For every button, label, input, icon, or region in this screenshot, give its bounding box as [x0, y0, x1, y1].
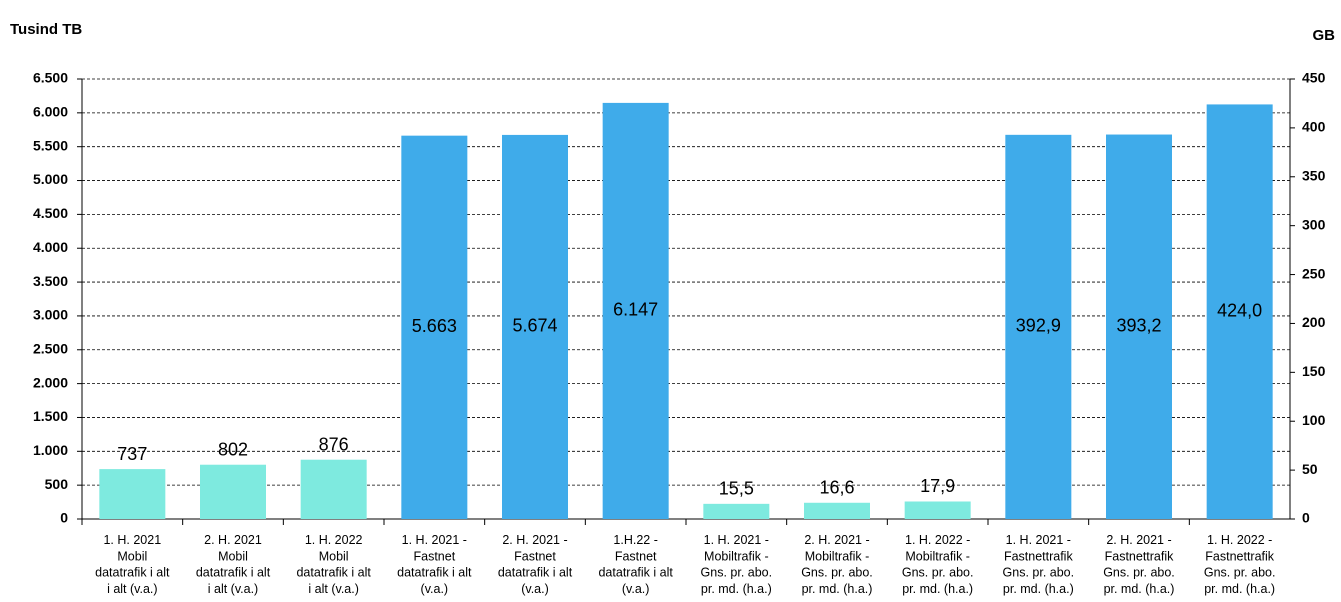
bar	[99, 469, 166, 519]
y-tick-label: 6.000	[33, 104, 68, 120]
value-label: 876	[319, 434, 349, 454]
x-tick-label: 1. H. 2022 -Mobiltrafik -Gns. pr. abo. pr…	[902, 533, 974, 596]
x-tick-label: 1. H. 2022 Mobil datatrafik i alt i alt (v.…	[296, 533, 371, 596]
value-label: 5.674	[512, 316, 557, 336]
value-label: 393,2	[1116, 316, 1161, 336]
y-tick-label: 0	[60, 510, 68, 526]
y-axis-title: Tusind TB	[10, 21, 82, 38]
y2-tick-label: 350	[1302, 167, 1326, 183]
bar	[200, 464, 266, 519]
y-tick-label: 500	[45, 476, 69, 492]
x-tick-label: 1. H. 2021 -Mobiltrafik -Gns. pr. abo. pr…	[701, 533, 773, 596]
y2-tick-label: 250	[1302, 265, 1326, 281]
bar	[1206, 104, 1273, 519]
y-tick-label: 2.000	[33, 374, 68, 390]
y-tick-label: 5.000	[33, 171, 68, 187]
x-tick-label: 1. H. 2022 -Fastnettrafik Gns. pr. abo. pr…	[1204, 533, 1276, 596]
x-tick-label: 2. H. 2021 -Fastnet datatrafik i alt (v.a.…	[498, 533, 573, 596]
value-label: 802	[218, 439, 248, 459]
bar	[904, 501, 971, 519]
bar	[703, 503, 770, 519]
x-tick-label: 2. H. 2021 Mobil datatrafik i alt i alt (v.…	[196, 533, 271, 596]
y-tick-label: 1.500	[33, 408, 68, 424]
value-label: 15,5	[719, 479, 754, 499]
y-tick-label: 3.500	[33, 273, 68, 289]
value-label: 17,9	[920, 476, 955, 496]
y2-tick-label: 200	[1302, 314, 1326, 330]
y2-tick-label: 50	[1302, 461, 1318, 477]
y2-tick-label: 150	[1302, 363, 1326, 379]
x-tick-label: 1.H.22 -Fastnet datatrafik i alt (v.a.)	[598, 533, 673, 596]
value-label: 16,6	[819, 478, 854, 498]
y-tick-label: 2.500	[33, 340, 68, 356]
y2-tick-label: 450	[1302, 70, 1326, 86]
y-tick-label: 4.000	[33, 239, 68, 255]
y-tick-label: 5.500	[33, 137, 68, 153]
y-tick-label: 6.500	[33, 70, 68, 86]
y2-tick-label: 300	[1302, 216, 1326, 232]
x-tick-label: 2. H. 2021 -Mobiltrafik -Gns. pr. abo. pr…	[801, 533, 873, 596]
y2-tick-label: 0	[1302, 510, 1310, 526]
y-tick-label: 4.500	[33, 205, 68, 221]
y-tick-label: 1.000	[33, 442, 68, 458]
y2-tick-label: 100	[1302, 412, 1326, 428]
x-tick-label: 1. H. 2021 -Fastnettrafik Gns. pr. abo. pr…	[1003, 533, 1075, 596]
value-label: 737	[117, 444, 147, 464]
value-label: 392,9	[1016, 316, 1061, 336]
bar	[1005, 134, 1072, 519]
bar	[300, 459, 367, 519]
bar	[804, 502, 870, 519]
value-label: 424,0	[1217, 300, 1262, 320]
value-label: 5.663	[412, 316, 457, 336]
y2-axis-title: GB	[1313, 27, 1336, 44]
bar	[1106, 134, 1172, 519]
bar	[502, 134, 568, 519]
value-label: 6.147	[613, 300, 658, 320]
bar	[602, 102, 669, 519]
y2-tick-label: 400	[1302, 119, 1326, 135]
bar	[401, 135, 468, 520]
y-tick-label: 3.000	[33, 307, 68, 323]
x-tick-label: 1. H. 2021 -Fastnet datatrafik i alt (v.a.…	[397, 533, 472, 596]
x-tick-label: 1. H. 2021 Mobil datatrafik i alt i alt (v.…	[95, 533, 170, 596]
x-tick-label: 2. H. 2021 -Fastnettrafik Gns. pr. abo. pr…	[1103, 533, 1175, 596]
